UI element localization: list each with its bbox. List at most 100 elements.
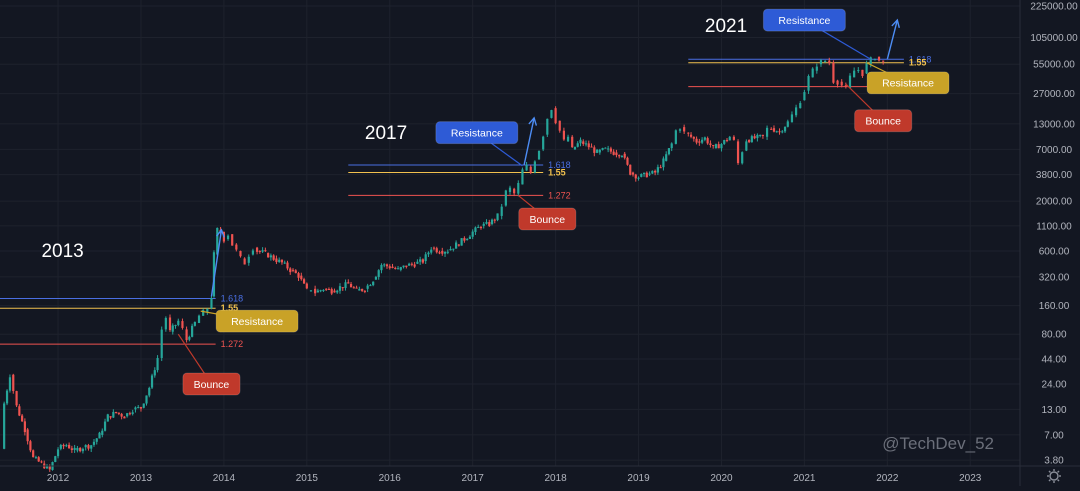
candle-body: [689, 134, 693, 137]
candle-body: [623, 153, 626, 158]
candle-body: [761, 134, 765, 136]
candle-body: [70, 448, 73, 450]
candle-body: [546, 118, 549, 135]
x-tick-label: 2017: [462, 473, 485, 484]
candle-body: [68, 444, 71, 449]
candle-body: [377, 270, 380, 277]
candle-body: [732, 136, 736, 140]
candle-body: [778, 131, 781, 133]
candle-body: [454, 242, 458, 249]
gear-icon[interactable]: [1047, 469, 1061, 483]
candle-body: [358, 288, 361, 291]
candle-body: [8, 377, 12, 391]
candle-body: [26, 429, 29, 442]
candle-body: [81, 448, 85, 452]
candle-body: [832, 62, 835, 83]
candle-body: [283, 262, 286, 264]
candle-body: [590, 146, 593, 148]
candle-body: [416, 261, 419, 264]
candle-body: [513, 188, 516, 194]
candle-body: [48, 465, 51, 470]
candle-body: [369, 285, 372, 287]
candle-body: [34, 457, 38, 459]
y-tick-label: 7000.00: [1036, 145, 1073, 156]
candle-body: [626, 157, 629, 165]
candle-body: [490, 219, 494, 225]
candle-body: [336, 290, 339, 293]
candle-body: [537, 150, 541, 160]
x-tick-label: 2019: [627, 473, 650, 484]
arrow-2013-head: [216, 228, 225, 238]
candle-body: [21, 415, 24, 422]
candle-body: [723, 140, 726, 144]
candle-body: [485, 222, 488, 224]
candle-body: [402, 265, 405, 268]
annotation-box: [762, 8, 846, 32]
candle-body: [488, 222, 491, 226]
candle-body: [601, 148, 604, 150]
candle-body: [56, 449, 60, 457]
candle-body: [869, 57, 872, 65]
candle-body: [109, 416, 112, 418]
annotation-box: [215, 309, 299, 333]
annotation-box: [866, 71, 950, 95]
candle-body: [612, 151, 615, 155]
annotation-box: [435, 121, 519, 145]
cycle-label: 2021: [705, 16, 747, 37]
candle-body: [542, 136, 545, 150]
candle-body: [482, 223, 485, 226]
candle-body: [840, 81, 843, 86]
candle-body: [206, 308, 209, 313]
y-tick-label: 160.00: [1039, 301, 1070, 312]
candle-body: [131, 412, 134, 414]
candle-body: [443, 251, 447, 254]
candle-body: [620, 156, 624, 158]
candle-body: [421, 259, 425, 263]
candle-body: [145, 395, 148, 404]
candle-body: [848, 75, 852, 88]
y-tick-label: 27000.00: [1033, 89, 1075, 100]
candle-body: [508, 187, 512, 192]
candle-body: [631, 172, 635, 175]
candle-body: [750, 136, 753, 143]
x-tick-label: 2014: [213, 473, 236, 484]
candle-body: [706, 138, 709, 144]
candle-body: [651, 170, 654, 174]
candle-body: [300, 275, 303, 280]
candle-body: [720, 144, 723, 149]
fib-label: 1.618: [221, 293, 244, 303]
x-tick-label: 2022: [876, 473, 899, 484]
candle-body: [355, 287, 358, 289]
candle-body: [799, 103, 802, 109]
candle-body: [517, 183, 520, 194]
candle-body: [185, 329, 188, 341]
y-tick-label: 225000.00: [1030, 1, 1078, 12]
candle-body: [79, 448, 82, 452]
candle-body: [128, 413, 132, 415]
candle-body: [873, 59, 876, 61]
x-tick-label: 2016: [379, 473, 402, 484]
candle-body: [391, 266, 394, 268]
candle-body: [212, 252, 216, 297]
y-tick-label: 44.00: [1041, 354, 1066, 365]
candle-body: [736, 141, 740, 164]
candle-body: [432, 247, 436, 249]
candle-body: [656, 167, 659, 173]
candle-body: [243, 258, 246, 265]
y-tick-label: 320.00: [1039, 272, 1070, 283]
candle-body: [449, 248, 452, 251]
candle-body: [341, 287, 344, 289]
candle-body: [98, 432, 101, 439]
annotations: Resistance Bounce Resistance Bounce Resistan…: [177, 8, 950, 396]
candle-body: [533, 161, 536, 173]
candle-body: [446, 251, 449, 253]
cycle-label: 2017: [365, 123, 407, 144]
candle-body: [496, 213, 499, 221]
y-tick-label: 80.00: [1041, 330, 1066, 341]
candle-body: [629, 164, 632, 175]
candle-body: [683, 127, 686, 132]
candle-body: [582, 141, 585, 144]
candle-body: [18, 406, 21, 416]
